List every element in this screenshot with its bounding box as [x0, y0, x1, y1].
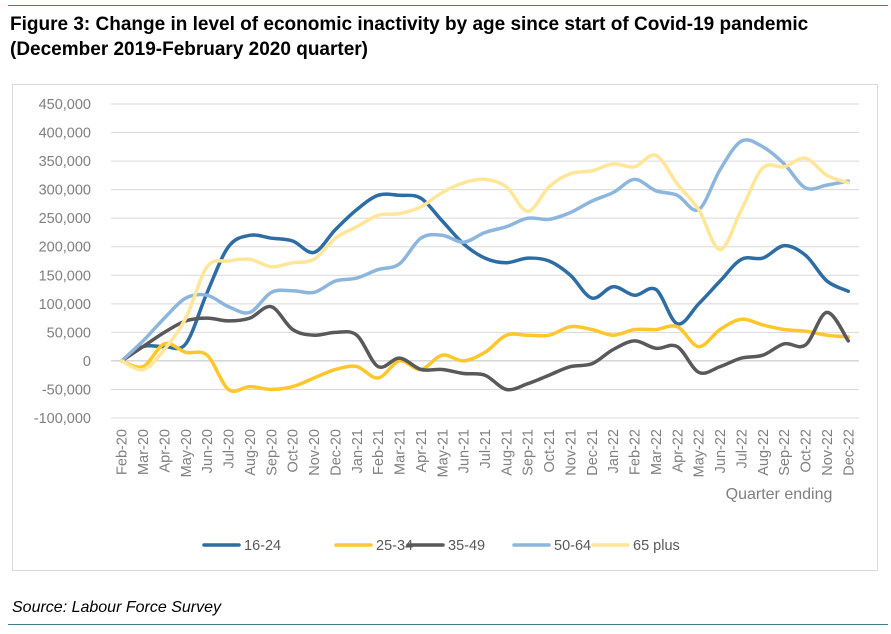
series-line-50-64	[119, 138, 851, 363]
y-tick-label: 300,000	[39, 183, 91, 199]
y-tick-label: 250,000	[39, 211, 91, 227]
x-axis-label: Quarter ending	[726, 486, 833, 503]
x-tick-label: Sep-20	[264, 429, 280, 476]
y-tick-label: 200,000	[39, 240, 91, 256]
x-tick-label: Oct-21	[542, 429, 558, 473]
source-note: Source: Labour Force Survey	[12, 599, 221, 616]
figure-title-line-2: (December 2019-February 2020 quarter)	[10, 39, 369, 60]
x-tick-label: Nov-20	[307, 429, 323, 476]
y-tick-label: -50,000	[42, 382, 91, 398]
x-tick-label: Jul-20	[222, 429, 238, 469]
line-chart: -100,000 -50,000 0 50,000 100,000 150,000 200,…	[34, 97, 859, 554]
figure-title-line-1: Figure 3: Change in level of economic in…	[10, 14, 809, 35]
x-tick-label: Aug-20	[243, 429, 259, 476]
x-tick-label: Mar-22	[649, 429, 665, 475]
y-tick-label: 450,000	[39, 97, 91, 113]
bottom-rule	[8, 624, 888, 625]
x-tick-label: Aug-21	[499, 429, 515, 476]
x-tick-label: Jul-21	[478, 429, 494, 469]
x-tick-label: Mar-20	[136, 429, 152, 475]
x-tick-label: Feb-20	[115, 429, 131, 475]
x-tick-label: Jun-21	[457, 429, 473, 473]
figure-title: Figure 3: Change in level of economic in…	[10, 12, 880, 62]
y-tick-label: 0	[83, 354, 91, 370]
x-tick-label: Feb-21	[371, 429, 387, 475]
x-tick-label: Oct-20	[286, 429, 302, 473]
x-tick-label: Apr-21	[414, 429, 430, 473]
x-tick-label: Mar-21	[393, 429, 409, 475]
y-tick-label: 100,000	[39, 297, 91, 313]
y-tick-label: 400,000	[39, 126, 91, 142]
x-tick-label: Aug-22	[756, 429, 772, 476]
x-tick-label: Sep-21	[521, 429, 537, 476]
x-tick-label: Dec-22	[841, 429, 857, 476]
y-tick-label: 150,000	[39, 268, 91, 284]
x-tick-label: May-21	[435, 429, 451, 477]
x-tick-label: Sep-22	[777, 429, 793, 476]
legend-label: 16-24	[244, 538, 281, 554]
series-line-25-34	[119, 317, 851, 393]
x-tick-label: May-20	[179, 429, 195, 477]
legend-label: 35-49	[448, 538, 485, 554]
y-tick-label: 350,000	[39, 154, 91, 170]
x-tick-label: Nov-21	[563, 429, 579, 476]
x-tick-label: Jul-22	[734, 429, 750, 469]
x-tick-label: Jun-22	[713, 429, 729, 473]
x-tick-label: Jan-22	[606, 429, 622, 473]
legend-label: 25-34	[376, 538, 413, 554]
legend-label: 65 plus	[633, 538, 680, 554]
x-tick-label: Dec-20	[328, 429, 344, 476]
y-tick-label: -100,000	[34, 411, 91, 427]
series-line-65-plus	[119, 153, 851, 372]
top-rule	[8, 5, 888, 6]
x-tick-label: May-22	[692, 429, 708, 477]
x-tick-label: Nov-22	[820, 429, 836, 476]
x-tick-label: Apr-20	[157, 429, 173, 473]
x-tick-label: Oct-22	[799, 429, 815, 473]
chart-frame: -100,000 -50,000 0 50,000 100,000 150,000 200,…	[12, 84, 878, 571]
x-tick-label: Feb-22	[628, 429, 644, 475]
y-tick-label: 50,000	[47, 325, 91, 341]
series-line-16-24	[119, 192, 851, 363]
x-tick-label: Jun-20	[200, 429, 216, 473]
series-line-35-49	[119, 304, 851, 392]
x-tick-label: Apr-22	[670, 429, 686, 473]
legend-label: 50-64	[554, 538, 591, 554]
x-tick-label: Jan-21	[350, 429, 366, 473]
x-tick-label: Dec-21	[585, 429, 601, 476]
